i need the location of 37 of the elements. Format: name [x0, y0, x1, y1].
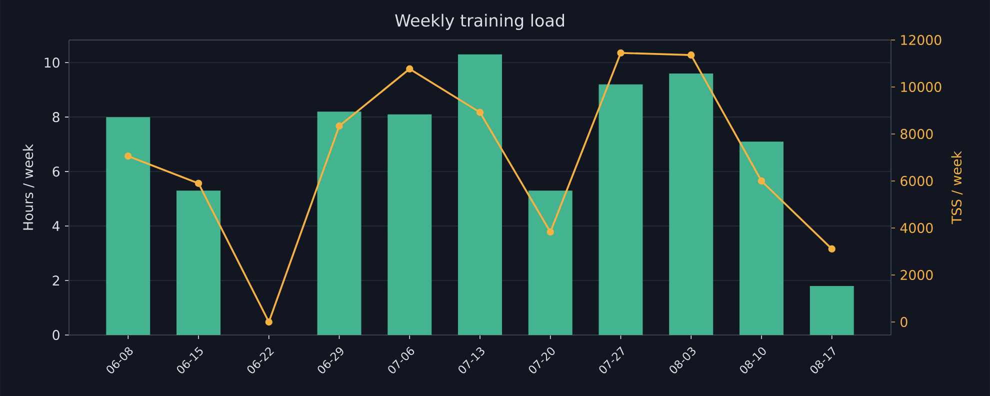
y-tick-label: 0	[52, 330, 60, 340]
y2-tick-label: 2000	[900, 270, 933, 280]
point	[546, 228, 554, 236]
bar	[528, 190, 572, 335]
y2-tick-label: 10000	[901, 82, 942, 92]
bar	[669, 74, 714, 335]
bar	[388, 114, 432, 335]
bar	[176, 190, 220, 335]
point	[336, 122, 343, 130]
point	[758, 177, 766, 185]
point	[828, 245, 836, 253]
y-tick-label: 4	[52, 221, 60, 231]
bar	[106, 117, 150, 335]
y2-tick-label: 4000	[900, 222, 933, 234]
bar	[598, 84, 643, 335]
y2-tick-label: 12000	[901, 34, 942, 46]
y2-tick-label: 0	[900, 316, 908, 328]
point	[265, 318, 272, 326]
bar	[810, 286, 854, 335]
y-tick-label: 6	[52, 166, 60, 177]
bar	[458, 54, 502, 335]
y-axis-title: Hours / week	[22, 144, 34, 230]
y-tick-label: 10	[44, 58, 60, 68]
y-tick-label: 8	[52, 112, 60, 122]
point	[194, 180, 202, 187]
chart-title: Weekly training load	[395, 14, 564, 30]
point	[617, 49, 624, 57]
y-tick-label: 2	[52, 276, 59, 286]
bar	[740, 142, 784, 335]
y2-tick-label: 8000	[900, 128, 933, 140]
y2-tick-label: 6000	[900, 176, 933, 186]
y2-axis-title: TSS / week	[951, 150, 963, 224]
bar	[317, 112, 362, 335]
point	[476, 108, 484, 116]
point	[688, 51, 695, 59]
point	[124, 152, 132, 160]
point	[406, 65, 414, 72]
